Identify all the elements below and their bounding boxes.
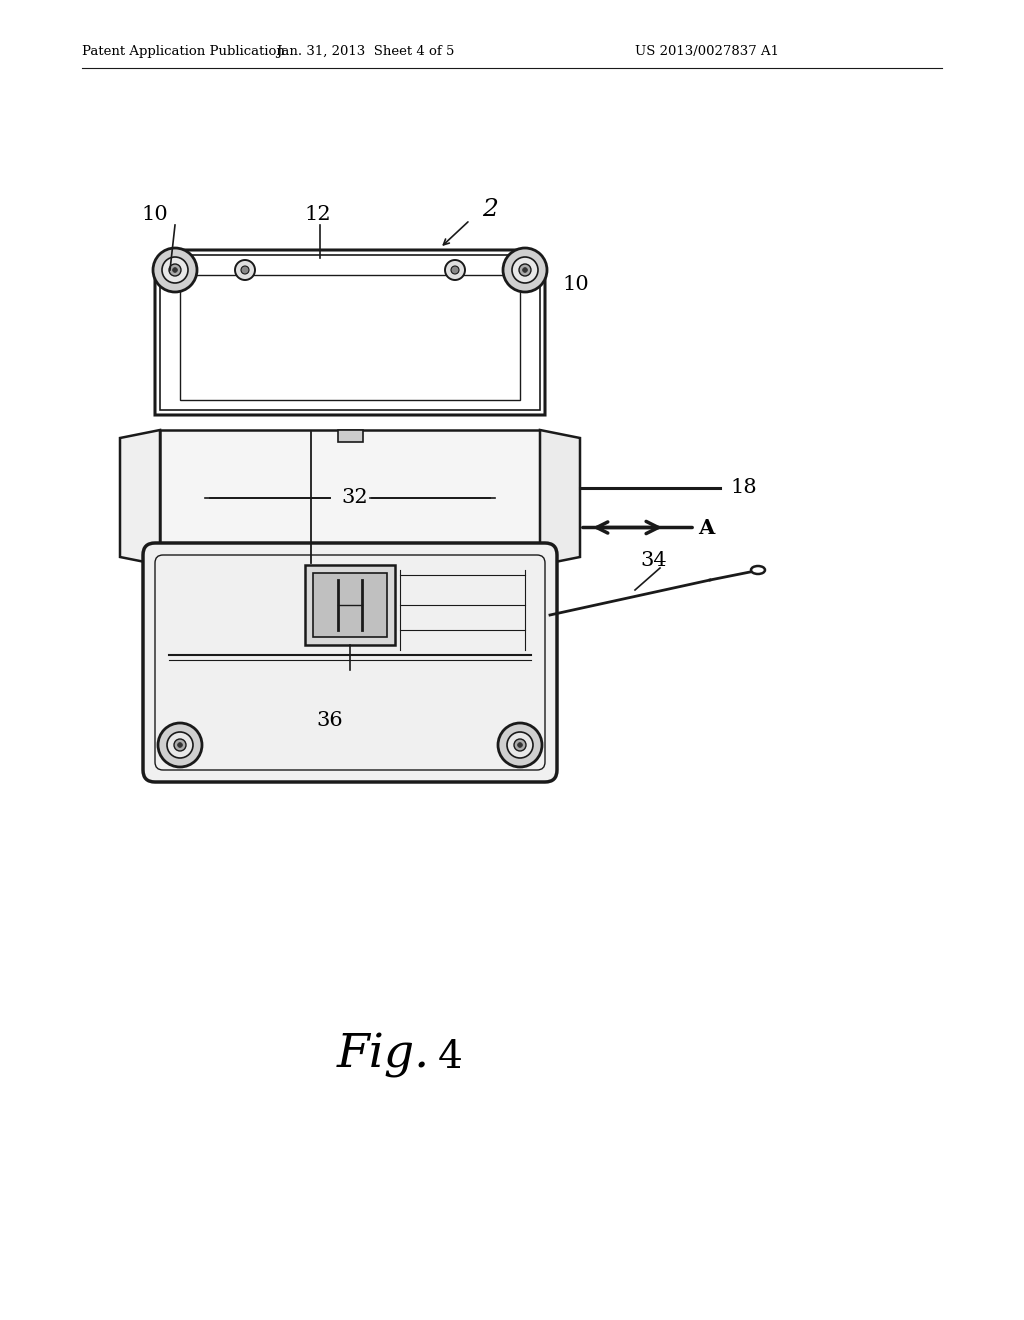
Text: Jan. 31, 2013  Sheet 4 of 5: Jan. 31, 2013 Sheet 4 of 5: [275, 45, 455, 58]
Bar: [313, 573, 387, 638]
Text: 32: 32: [342, 488, 369, 507]
Text: 10: 10: [141, 206, 168, 224]
Circle shape: [503, 248, 547, 292]
Circle shape: [517, 743, 522, 747]
Text: A: A: [698, 517, 715, 537]
Text: Fig.: Fig.: [337, 1032, 430, 1077]
Circle shape: [167, 733, 193, 758]
Circle shape: [177, 743, 182, 747]
Circle shape: [241, 267, 249, 275]
Text: 34: 34: [640, 550, 667, 569]
Text: 18: 18: [730, 478, 757, 498]
Text: 4: 4: [438, 1040, 463, 1077]
Circle shape: [514, 739, 526, 751]
Bar: [305, 565, 395, 645]
Circle shape: [153, 248, 197, 292]
Polygon shape: [540, 430, 580, 565]
Polygon shape: [120, 430, 160, 565]
Circle shape: [507, 733, 534, 758]
Bar: [338, 430, 362, 442]
Circle shape: [162, 257, 188, 282]
Text: Patent Application Publication: Patent Application Publication: [82, 45, 285, 58]
Text: 2: 2: [482, 198, 498, 222]
Circle shape: [519, 264, 531, 276]
Circle shape: [234, 260, 255, 280]
FancyBboxPatch shape: [143, 543, 557, 781]
Circle shape: [498, 723, 542, 767]
Circle shape: [169, 264, 181, 276]
Circle shape: [445, 260, 465, 280]
Polygon shape: [160, 430, 540, 565]
Text: 36: 36: [316, 710, 343, 730]
Circle shape: [451, 267, 459, 275]
Circle shape: [173, 268, 177, 272]
Text: US 2013/0027837 A1: US 2013/0027837 A1: [635, 45, 779, 58]
Circle shape: [158, 723, 202, 767]
Circle shape: [512, 257, 538, 282]
Text: 10: 10: [562, 276, 589, 294]
Text: 12: 12: [305, 206, 332, 224]
Circle shape: [522, 268, 527, 272]
Circle shape: [174, 739, 186, 751]
Bar: [155, 565, 545, 590]
